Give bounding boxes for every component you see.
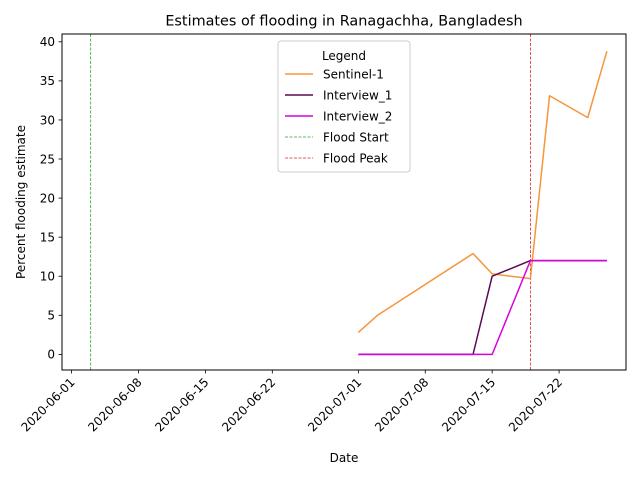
- axes-frame: [61, 33, 627, 371]
- x-tick-label: 2020-07-15: [439, 375, 498, 434]
- x-tick-label: 2020-07-08: [372, 375, 431, 434]
- y-tick-label: 30: [40, 113, 55, 127]
- legend-label-flood-peak: Flood Peak: [323, 151, 388, 165]
- legend-title: Legend: [322, 49, 366, 63]
- x-tick-label: 2020-06-15: [152, 375, 211, 434]
- legend-label-interview-2: Interview_2: [323, 109, 392, 123]
- y-axis-label: Percent flooding estimate: [14, 125, 28, 279]
- plot-area: [90, 34, 608, 370]
- y-tick-label: 0: [47, 348, 55, 362]
- x-tick-label: 2020-06-08: [85, 375, 144, 434]
- y-tick-label: 40: [40, 35, 55, 49]
- y-tick-label: 15: [40, 230, 55, 244]
- x-tick-label: 2020-06-22: [219, 375, 278, 434]
- series-line-sentinel-1: [357, 50, 608, 334]
- legend-label-flood-start: Flood Start: [323, 130, 389, 144]
- x-axis-label: Date: [330, 451, 359, 465]
- y-axis-ticks: 0 5 10 15 20 25 30 35 40: [40, 35, 62, 362]
- legend-label-sentinel-1: Sentinel-1: [323, 67, 384, 81]
- y-tick-label: 20: [40, 191, 55, 205]
- series-line-interview-2: [358, 259, 607, 356]
- legend-label-interview-1: Interview_1: [323, 88, 392, 102]
- series-line-interview-1: [358, 259, 607, 356]
- legend-items: Sentinel-1 Interview_1 Interview_2 Flood St…: [285, 67, 392, 165]
- x-tick-label: 2020-07-01: [305, 375, 364, 434]
- y-tick-label: 10: [40, 270, 55, 284]
- x-axis-ticks: 2020-06-01 2020-06-08 2020-06-15 2020-06-22…: [18, 370, 565, 434]
- x-tick-label: 2020-07-22: [506, 375, 565, 434]
- chart-title: Estimates of flooding in Ranagachha, Ban…: [165, 14, 522, 30]
- y-tick-label: 5: [47, 309, 55, 323]
- x-tick-label: 2020-06-01: [18, 375, 77, 434]
- legend: Legend Sentinel-1 Interview_1 Interview_2 F…: [277, 40, 411, 173]
- y-tick-label: 25: [40, 152, 55, 166]
- y-tick-label: 35: [40, 74, 55, 88]
